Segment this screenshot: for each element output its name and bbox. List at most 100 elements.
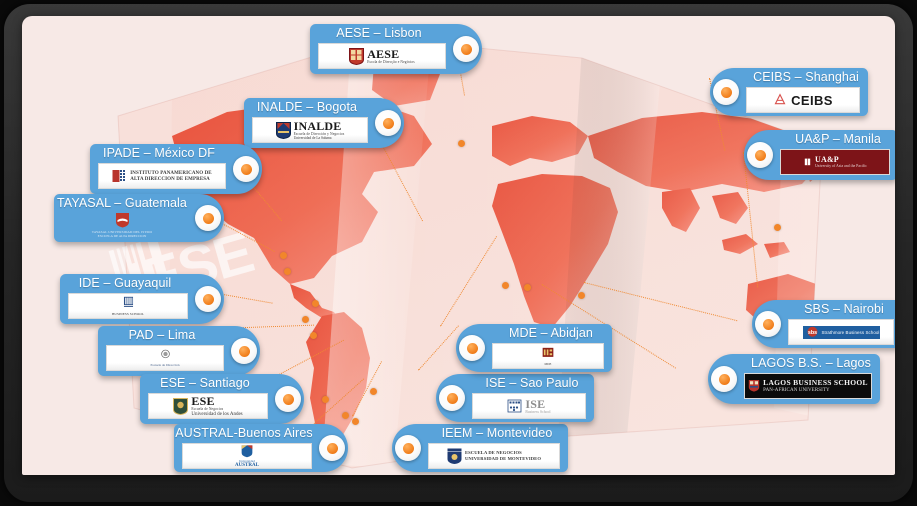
map-pin-mde[interactable] (459, 335, 485, 361)
city-dot-lima (310, 332, 317, 339)
callout-title: IPADE – México DF (103, 146, 215, 160)
callout-title: TAYASAL – Guatemala (57, 196, 187, 210)
logo-sub-text: PAN-AFRICAN UNIVERSITY (763, 387, 830, 393)
shield-red-quarters-icon (349, 47, 365, 65)
shield-red-white-icon (115, 213, 129, 228)
callout-tayasal[interactable]: TAYASAL – Guatemala TAYASAL UNIVERSIDAD … (54, 194, 224, 242)
callout-ide[interactable]: IDE – Guayaquil BUSINESS SCHOOL (60, 274, 224, 324)
logo-sub-text: Escuela de Negocios (191, 407, 224, 412)
logo-main-text: ISE (525, 396, 546, 411)
logo-main-text: UA&P (814, 154, 839, 164)
map-pin-sbs[interactable] (755, 311, 781, 337)
logo-main-text: ESCUELA DE NEGOCIOS (464, 450, 522, 456)
logo-sub2-text: AUSTRAL (235, 462, 259, 468)
map-pin-aese[interactable] (453, 36, 479, 62)
shield-austral-icon (241, 444, 253, 457)
city-dot-nairobi (578, 292, 585, 299)
callout-title: MDE – Abidjan (509, 326, 593, 340)
grid-red-blue-icon (112, 169, 126, 182)
svg-text:sbs: sbs (807, 330, 816, 336)
map-pin-austral[interactable] (319, 435, 345, 461)
map-pin-uap[interactable] (747, 142, 773, 168)
logo-main-text: ESE (191, 394, 215, 409)
slide-canvas: IESE (22, 16, 895, 475)
callout-aese[interactable]: AESE – Lisbon AESE Escola de Direcção e … (310, 24, 482, 74)
callout-title: IEEM – Montevideo (441, 426, 553, 440)
logo-sub-text: BUSINESS SCHOOL (112, 312, 144, 316)
map-pin-ipade[interactable] (233, 156, 259, 182)
callout-title: AUSTRAL-Buenos Aires (175, 426, 313, 440)
logo-mde: MDE (492, 343, 604, 369)
logo-main-text: INALDE (293, 118, 342, 133)
logo-sub-text: TAYASAL UNIVERSIDAD DEL ISTMO (91, 230, 153, 234)
city-dot-lagos (524, 284, 531, 291)
city-dot-buenosaires (342, 412, 349, 419)
logo-ipade: INSTITUTO PANAMERICANO DE ALTA DIRECCION… (98, 163, 226, 189)
callout-uap[interactable]: UA&P – Manila UA&P University of Asia an… (744, 130, 895, 180)
logo-main-text: Strathmore Business School (821, 330, 880, 335)
callout-lagos[interactable]: LAGOS B.S. – Lagos LAGOS BUSINESS SCHOOL… (708, 354, 880, 404)
map-pin-ceibs[interactable] (713, 79, 739, 105)
logo-austral: Universidad AUSTRAL (182, 443, 312, 469)
logo-sub-text: ALTA DIRECCION DE EMPRESA (130, 177, 210, 182)
logo-ceibs: CEIBS (746, 87, 860, 113)
map-pin-tayasal[interactable] (195, 205, 221, 231)
callout-inalde[interactable]: INALDE – Bogota INALDE Escuela de Direcc… (244, 98, 404, 148)
logo-sub2-text: Universidad de La Sabana (293, 135, 332, 140)
callout-ceibs[interactable]: CEIBS – Shanghai CEIBS (710, 68, 868, 116)
city-dot-guayaquil (302, 316, 309, 323)
callout-ipade[interactable]: IPADE – México DF INSTITUTO PANAMERICANO (90, 144, 262, 194)
city-dot-abidjan (502, 282, 509, 289)
logo-sub-text: University of Asia and the Pacific (814, 163, 867, 168)
city-dot-lisbon (458, 140, 465, 147)
map-pin-ieem[interactable] (395, 435, 421, 461)
logo-main-text: LAGOS BUSINESS SCHOOL (763, 378, 868, 388)
logo-sub-text: Universidad (239, 458, 255, 463)
logo-ise: ISE Business School (472, 393, 586, 419)
map-pin-ese[interactable] (275, 386, 301, 412)
map-pin-lagos[interactable] (711, 366, 737, 392)
logo-sbs: sbs Strathmore Business School (788, 319, 894, 345)
map-pin-ide[interactable] (195, 286, 221, 312)
sbs-circle-icon: sbs (807, 326, 817, 337)
logo-pad: Escuela de Dirección (106, 345, 224, 371)
map-pin-inalde[interactable] (375, 110, 401, 136)
shield-blue-red-icon (275, 121, 291, 139)
callout-sbs[interactable]: SBS – Nairobi sbs Strathmore Business Sc… (752, 300, 895, 348)
callout-mde[interactable]: MDE – Abidjan MDE (456, 324, 612, 372)
city-dot-santiago (322, 396, 329, 403)
city-dot-guatemala (284, 268, 291, 275)
callout-ise[interactable]: ISE – Sao Paulo ISE Business (436, 374, 594, 422)
book-blue-icon (123, 296, 133, 307)
logo-sub-text: MDE (544, 361, 552, 366)
logo-inalde: INALDE Escuela de Dirección y Negocios U… (252, 117, 368, 143)
seal-grey-icon (160, 349, 170, 359)
callout-austral[interactable]: AUSTRAL-Buenos Aires Universidad AUSTRAL (174, 424, 348, 472)
callout-pad[interactable]: PAD – Lima Escuela de Dirección (98, 326, 260, 376)
callout-ese[interactable]: ESE – Santiago ESE Escuela de Negocios U… (140, 374, 304, 424)
map-pin-pad[interactable] (231, 338, 257, 364)
logo-main-text: INSTITUTO PANAMERICANO DE (130, 171, 212, 176)
logo-aese: AESE Escola de Direcção e Negócios (318, 43, 446, 69)
logo-sub-text: UNIVERSIDAD DE MONTEVIDEO (464, 456, 541, 461)
logo-lagos: LAGOS BUSINESS SCHOOL PAN-AFRICAN UNIVER… (744, 373, 872, 399)
callout-title: CEIBS – Shanghai (753, 70, 859, 84)
ceibs-arch-icon (774, 93, 786, 105)
callout-title: SBS – Nairobi (804, 302, 884, 316)
city-dot-mexico (280, 252, 287, 259)
callout-title: IDE – Guayaquil (78, 276, 172, 290)
logo-ieem: ESCUELA DE NEGOCIOS UNIVERSIDAD DE MONTE… (428, 443, 560, 469)
shield-lagos-icon (748, 380, 760, 392)
city-dot-saopaulo (370, 388, 377, 395)
map-pin-ise[interactable] (439, 385, 465, 411)
logo-uap: UA&P University of Asia and the Pacific (780, 149, 890, 175)
shield-green-gold-icon (173, 397, 189, 415)
callout-ieem[interactable]: IEEM – Montevideo ESCUELA DE NEGOCIOS UN… (392, 424, 568, 472)
logo-sub2-text: ESCUELA DE ALTA DIRECCION (97, 234, 147, 238)
logo-ese: ESE Escuela de Negocios Universidad de l… (148, 393, 268, 419)
logo-main-text: AESE (367, 46, 400, 61)
logo-sub-text: Escola de Direcção e Negócios (367, 59, 415, 64)
logo-sub2-text: Universidad de los Andes (191, 411, 243, 417)
book-white-icon (804, 158, 811, 165)
